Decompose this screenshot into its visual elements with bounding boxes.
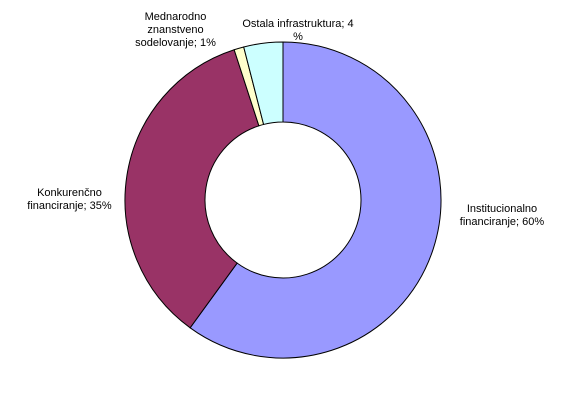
donut-slice [189,41,442,359]
data-label: Institucionalno financiranje; 60% [459,203,545,228]
data-label: Mednarodno znanstveno sodelovanje; 1% [135,11,216,49]
donut-slice [124,49,260,329]
donut-slice [243,41,284,126]
data-label: Konkurenčno financiranje; 35% [27,187,112,212]
data-label: Ostala infrastruktura; 4 % [242,18,354,43]
